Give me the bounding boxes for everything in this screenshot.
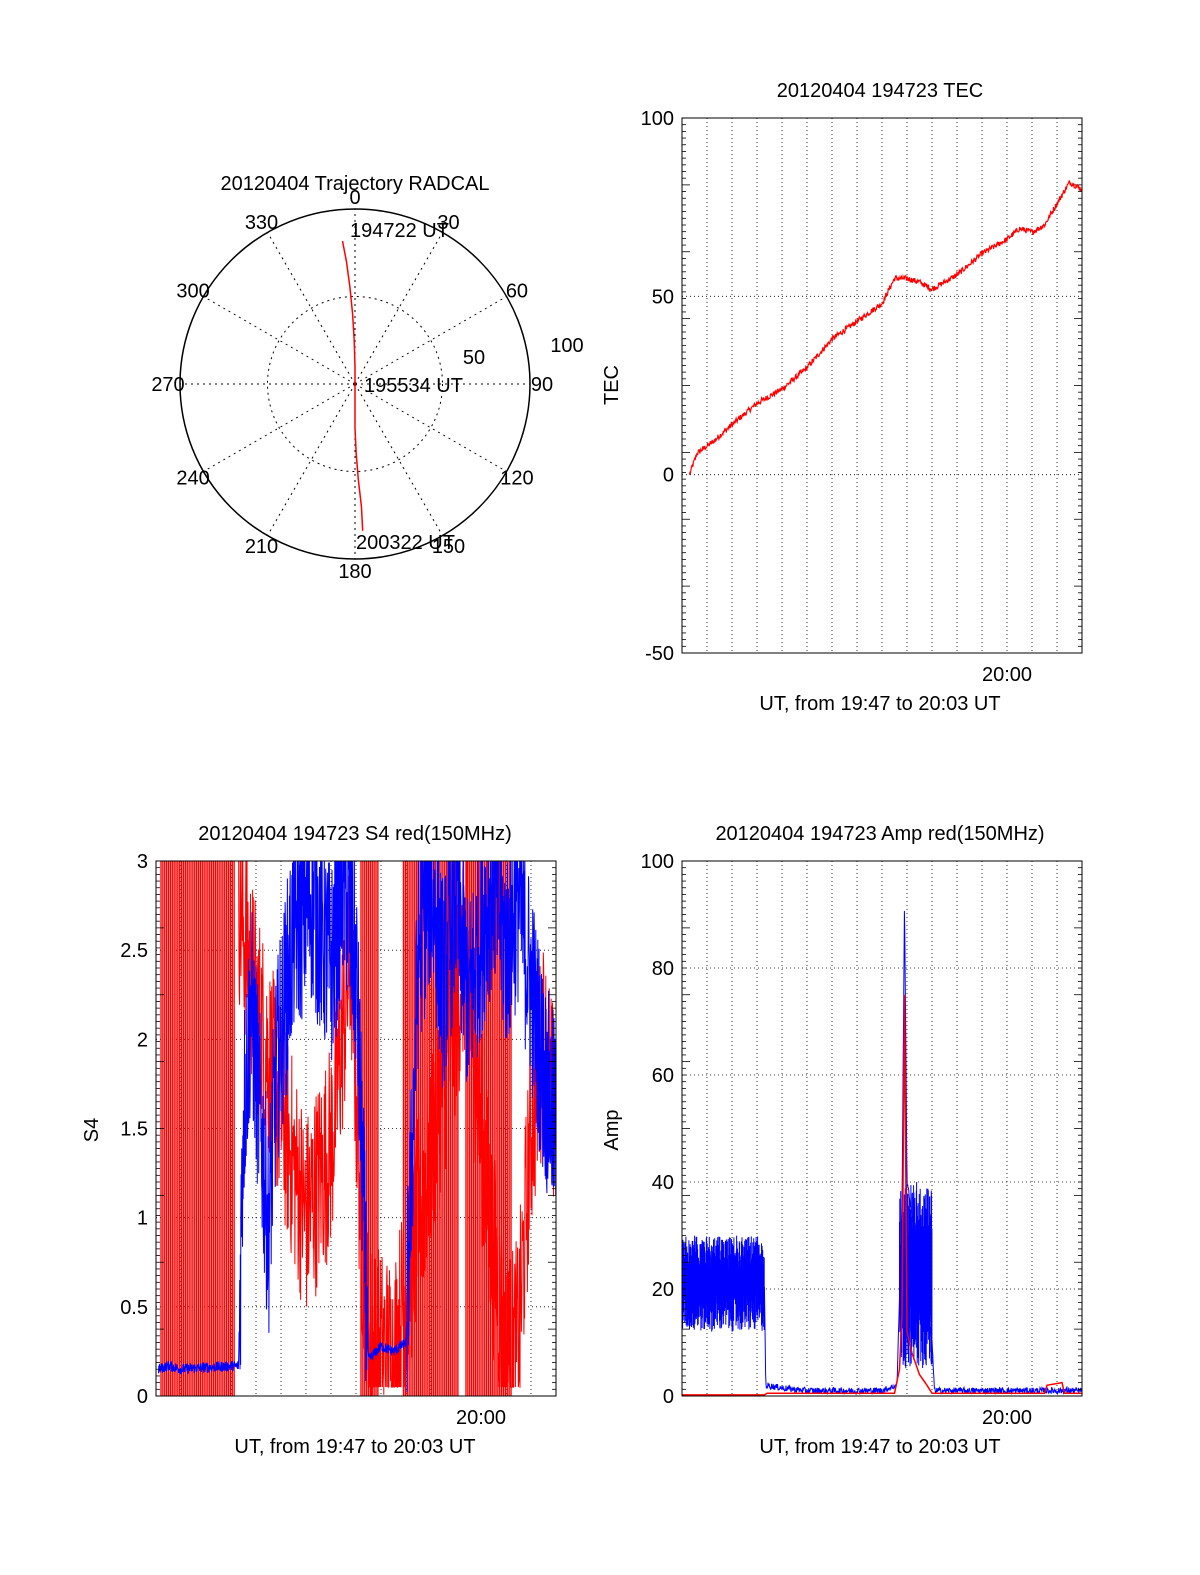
angle-label: 270 (151, 374, 184, 396)
amp-series-clip (682, 910, 1082, 1396)
polar-spoke (354, 383, 507, 472)
s4-frame (155, 860, 557, 1397)
y-tick-label: 60 (652, 1065, 674, 1087)
polar-spoke (203, 383, 356, 472)
polar-spoke (267, 383, 356, 536)
amp-series (682, 910, 1082, 1396)
y-tick-label: 40 (652, 1172, 674, 1194)
tec-xlabel: UT, from 19:47 to 20:03 UT (759, 693, 1000, 715)
s4-title: 20120404 194723 S4 red(150MHz) (198, 823, 512, 845)
polar-spoke (267, 232, 356, 385)
tec-ylabel: TEC (601, 365, 623, 405)
y-tick-label: 0.5 (120, 1297, 148, 1319)
amp-blue-trace (682, 910, 1082, 1396)
angle-label: 120 (500, 468, 533, 490)
y-tick-label: 3 (137, 851, 148, 873)
y-tick-label: 100 (641, 108, 674, 130)
trajectory-series (341, 240, 364, 531)
polar-inner-ring (267, 296, 443, 472)
mid-time-label: 195534 UT (364, 375, 463, 397)
trajectory-title: 20120404 Trajectory RADCAL (220, 173, 489, 195)
s4-ticks: 0 0.5 1 1.5 2 2.5 3 20:00 (120, 851, 556, 1429)
s4-series-clip (158, 861, 556, 1396)
s4-panel: 20120404 194723 S4 red(150MHz) 0 0.5 1 1.5 2… (81, 823, 557, 1458)
radius-label-100: 100 (550, 335, 583, 357)
amp-title: 20120404 194723 Amp red(150MHz) (715, 823, 1044, 845)
tec-series (688, 180, 1083, 475)
x-tick-label: 20:00 (982, 664, 1032, 686)
tec-grid (682, 118, 1082, 653)
angle-label: 300 (176, 281, 209, 303)
angle-label: 60 (506, 281, 528, 303)
angle-label: 210 (245, 536, 278, 558)
s4-xlabel: UT, from 19:47 to 20:03 UT (234, 1436, 475, 1458)
angle-label: 90 (531, 374, 553, 396)
y-tick-label: 100 (641, 851, 674, 873)
y-tick-label: 0 (663, 465, 674, 487)
s4-ylabel: S4 (81, 1118, 103, 1142)
amp-frame (681, 860, 1083, 1397)
x-tick-label: 20:00 (456, 1407, 506, 1429)
polar-spoke (203, 296, 356, 385)
x-tick-label: 20:00 (982, 1407, 1032, 1429)
amp-ylabel: Amp (601, 1109, 623, 1150)
angle-label: 30 (437, 212, 459, 234)
y-tick-label: 2 (137, 1029, 148, 1051)
y-tick-label: 50 (652, 286, 674, 308)
tec-line (688, 180, 1083, 475)
amp-ticks: 0 20 40 60 80 100 20:00 (641, 851, 1082, 1429)
y-tick-label: -50 (645, 643, 674, 665)
amp-panel: 20120404 194723 Amp red(150MHz) 0 20 40 60 8… (601, 823, 1083, 1458)
angle-label: 0 (349, 187, 360, 209)
amp-red-trace (682, 994, 1082, 1396)
tec-panel: 20120404 194723 TEC -50 0 50 100 20:00 TEC U… (601, 80, 1083, 715)
angle-label: 240 (176, 468, 209, 490)
polar-angle-labels: 0 30 60 90 120 150 180 210 240 270 300 330 (151, 187, 553, 583)
y-tick-label: 0 (137, 1386, 148, 1408)
amp-xlabel: UT, from 19:47 to 20:03 UT (759, 1436, 1000, 1458)
polar-spoke (354, 296, 507, 385)
end-time-label: 200322 UT (356, 532, 455, 554)
angle-label: 150 (432, 536, 465, 558)
y-tick-label: 0 (663, 1386, 674, 1408)
amp-grid (682, 861, 1082, 1396)
y-tick-label: 1 (137, 1208, 148, 1230)
y-tick-label: 80 (652, 958, 674, 980)
s4-blue-trace (158, 861, 556, 1393)
y-tick-label: 2.5 (120, 940, 148, 962)
angle-label: 330 (245, 212, 278, 234)
polar-spoke (354, 232, 443, 385)
tec-title: 20120404 194723 TEC (777, 80, 983, 102)
radius-label-50: 50 (463, 347, 485, 369)
tec-frame (681, 117, 1083, 654)
start-time-label: 194722 UT (350, 220, 449, 242)
y-tick-label: 20 (652, 1279, 674, 1301)
y-tick-label: 1.5 (120, 1119, 148, 1141)
s4-red-trace (238, 861, 556, 1396)
polar-spoke (354, 383, 443, 536)
angle-label: 180 (338, 561, 371, 583)
trajectory-line (341, 240, 364, 531)
s4-series (158, 861, 556, 1396)
trajectory-panel: 20120404 Trajectory RADCAL 0 30 60 90 120 150… (151, 173, 583, 583)
polar-grid (179, 208, 531, 560)
